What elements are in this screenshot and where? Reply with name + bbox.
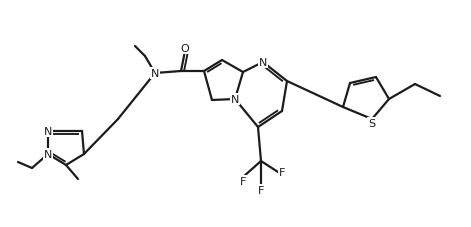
Text: F: F	[279, 167, 285, 177]
Text: F: F	[258, 185, 264, 195]
Text: F: F	[240, 176, 246, 186]
Text: N: N	[44, 149, 52, 159]
Text: O: O	[180, 44, 189, 54]
Text: N: N	[151, 69, 159, 79]
Text: N: N	[231, 95, 239, 105]
Text: N: N	[44, 126, 52, 136]
Text: N: N	[259, 58, 267, 68]
Text: S: S	[368, 118, 375, 128]
